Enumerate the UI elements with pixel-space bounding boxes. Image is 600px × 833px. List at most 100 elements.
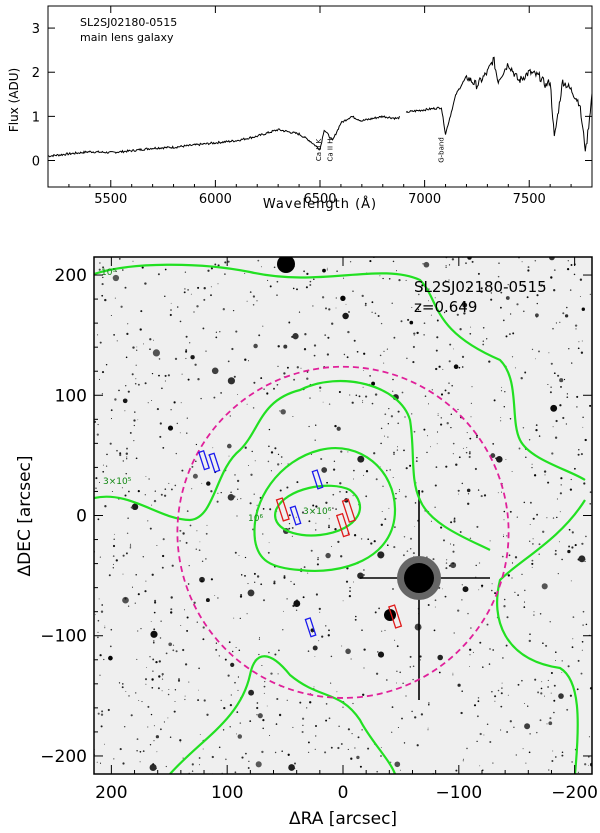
- background-source: [313, 686, 315, 687]
- background-source: [430, 446, 431, 448]
- background-source: [553, 289, 556, 292]
- background-source: [201, 560, 204, 563]
- background-source: [153, 640, 155, 642]
- background-source: [428, 702, 430, 704]
- background-source: [552, 517, 555, 519]
- background-source: [315, 725, 317, 727]
- background-source: [324, 334, 327, 336]
- background-source: [312, 511, 314, 513]
- background-source: [569, 289, 572, 291]
- background-source: [415, 460, 418, 463]
- background-source: [109, 442, 112, 445]
- background-source: [488, 663, 491, 665]
- background-source: [246, 403, 248, 405]
- background-source: [349, 394, 351, 396]
- background-source: [189, 524, 192, 527]
- background-source: [413, 430, 416, 433]
- background-source: [118, 258, 121, 260]
- background-source: [448, 564, 451, 567]
- background-source: [97, 631, 99, 634]
- background-source: [97, 518, 100, 521]
- background-source: [309, 280, 312, 283]
- background-source: [182, 648, 185, 652]
- background-source: [461, 690, 464, 692]
- background-source: [468, 455, 471, 459]
- background-source: [294, 762, 296, 765]
- background-source: [523, 501, 526, 504]
- background-source: [241, 756, 244, 759]
- background-source: [291, 526, 294, 529]
- background-source: [503, 519, 505, 521]
- background-source: [260, 266, 262, 268]
- background-source: [427, 729, 429, 731]
- background-source: [101, 710, 104, 713]
- background-source: [363, 569, 365, 571]
- background-source: [244, 358, 247, 361]
- background-source: [189, 342, 191, 344]
- background-source: [573, 273, 576, 276]
- background-source: [191, 770, 194, 772]
- background-source: [101, 393, 103, 395]
- background-source: [291, 535, 293, 537]
- background-source: [568, 545, 571, 548]
- background-source: [98, 598, 100, 600]
- background-source: [409, 655, 412, 658]
- background-source: [513, 726, 515, 729]
- sky-x-tick-label: −200: [551, 783, 598, 803]
- background-source: [477, 700, 480, 703]
- background-source: [158, 675, 161, 678]
- background-source: [342, 277, 345, 279]
- background-source: [571, 761, 573, 763]
- background-source: [225, 758, 227, 761]
- sky-y-tick-label: 0: [76, 507, 87, 527]
- background-source: [315, 505, 318, 508]
- background-source: [566, 306, 568, 309]
- background-source: [469, 451, 471, 453]
- background-source: [307, 751, 310, 754]
- background-source: [393, 336, 396, 339]
- background-source: [312, 645, 318, 651]
- background-source: [411, 710, 413, 713]
- background-source: [276, 697, 279, 701]
- background-source: [244, 556, 247, 559]
- background-source: [151, 678, 154, 681]
- background-source: [579, 278, 583, 281]
- background-source: [391, 706, 394, 708]
- background-source: [197, 699, 200, 702]
- background-source: [104, 627, 106, 629]
- background-source: [535, 313, 539, 318]
- background-source: [334, 528, 337, 531]
- background-source: [102, 276, 104, 279]
- background-source: [216, 500, 219, 503]
- background-source: [184, 695, 186, 697]
- background-source: [186, 629, 189, 632]
- background-source: [151, 372, 154, 375]
- background-source: [122, 596, 129, 604]
- background-source: [104, 505, 107, 508]
- background-source: [286, 486, 289, 489]
- background-source: [162, 675, 164, 677]
- background-source: [210, 286, 212, 288]
- background-source: [160, 728, 162, 731]
- background-source: [374, 393, 378, 396]
- background-source: [107, 708, 110, 712]
- background-source: [244, 272, 246, 274]
- background-source: [336, 691, 338, 693]
- background-source: [589, 491, 592, 494]
- background-source: [145, 683, 147, 685]
- background-source: [524, 371, 527, 374]
- background-source: [414, 716, 417, 719]
- background-source: [206, 713, 209, 716]
- background-source: [397, 410, 400, 413]
- background-source: [159, 435, 162, 438]
- spectrum-x-tick-label: 7000: [408, 192, 441, 207]
- background-source: [450, 562, 457, 569]
- background-source: [577, 347, 580, 350]
- background-source: [151, 686, 154, 689]
- background-source: [550, 362, 553, 365]
- background-source: [184, 663, 188, 666]
- background-source: [168, 642, 173, 647]
- background-source: [426, 435, 429, 437]
- background-source: [137, 593, 140, 596]
- background-source: [283, 575, 286, 578]
